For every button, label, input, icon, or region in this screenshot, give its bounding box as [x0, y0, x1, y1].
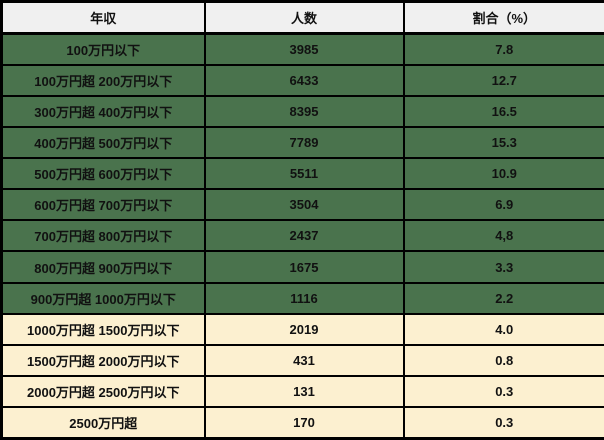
percent-cell: 16.5 [402, 94, 604, 128]
table-row: 800万円超 900万円以下 1675 3.3 [0, 250, 604, 284]
income-cell: 300万円超 400万円以下 [0, 94, 206, 128]
percent-cell: 4.0 [402, 312, 604, 346]
percent-cell: 15.3 [402, 125, 604, 160]
table-row: 900万円超 1000万円以下 1116 2.2 [0, 281, 604, 315]
table-header: 年収 人数 割合（%） [0, 0, 604, 35]
table-row: 2500万円超 170 0.3 [0, 406, 604, 440]
table-row: 100万円超 200万円以下 6433 12.7 [0, 63, 604, 97]
count-cell: 6433 [203, 63, 405, 97]
income-cell: 100万円超 200万円以下 [0, 63, 206, 97]
count-cell: 131 [203, 375, 405, 409]
table-row: 100万円以下 3985 7.8 [0, 32, 604, 66]
percent-cell: 7.8 [402, 32, 604, 66]
income-cell: 1500万円超 2000万円以下 [0, 343, 206, 378]
percent-cell: 4,8 [402, 219, 604, 253]
count-cell: 5511 [203, 157, 405, 191]
count-cell: 7789 [203, 125, 405, 160]
income-cell: 100万円以下 [0, 32, 206, 66]
count-cell: 170 [203, 406, 405, 440]
percent-cell: 2.2 [402, 281, 604, 315]
count-cell: 8395 [203, 94, 405, 128]
percent-cell: 3.3 [402, 250, 604, 284]
table-row: 1000万円超 1500万円以下 2019 4.0 [0, 312, 604, 346]
income-cell: 600万円超 700万円以下 [0, 188, 206, 222]
count-cell: 1116 [203, 281, 405, 315]
percent-cell: 6.9 [402, 188, 604, 222]
table-row: 1500万円超 2000万円以下 431 0.8 [0, 343, 604, 378]
table-body: 100万円以下 3985 7.8 100万円超 200万円以下 6433 12.… [0, 32, 604, 440]
count-cell: 3504 [203, 188, 405, 222]
count-cell: 431 [203, 343, 405, 378]
table-row: 400万円超 500万円以下 7789 15.3 [0, 125, 604, 160]
count-cell: 3985 [203, 32, 405, 66]
income-cell: 800万円超 900万円以下 [0, 250, 206, 284]
table-row: 2000万円超 2500万円以下 131 0.3 [0, 375, 604, 409]
header-income: 年収 [0, 0, 206, 35]
percent-cell: 0.3 [402, 375, 604, 409]
table-row: 300万円超 400万円以下 8395 16.5 [0, 94, 604, 128]
income-cell: 500万円超 600万円以下 [0, 157, 206, 191]
header-row: 年収 人数 割合（%） [0, 0, 604, 35]
count-cell: 1675 [203, 250, 405, 284]
header-percent: 割合（%） [402, 0, 604, 35]
income-cell: 2500万円超 [0, 406, 206, 440]
percent-cell: 12.7 [402, 63, 604, 97]
table-row: 600万円超 700万円以下 3504 6.9 [0, 188, 604, 222]
table-row: 700万円超 800万円以下 2437 4,8 [0, 219, 604, 253]
income-cell: 700万円超 800万円以下 [0, 219, 206, 253]
count-cell: 2019 [203, 312, 405, 346]
income-cell: 900万円超 1000万円以下 [0, 281, 206, 315]
income-cell: 2000万円超 2500万円以下 [0, 375, 206, 409]
count-cell: 2437 [203, 219, 405, 253]
header-count: 人数 [203, 0, 405, 35]
percent-cell: 0.3 [402, 406, 604, 440]
table-row: 500万円超 600万円以下 5511 10.9 [0, 157, 604, 191]
percent-cell: 10.9 [402, 157, 604, 191]
percent-cell: 0.8 [402, 343, 604, 378]
income-cell: 400万円超 500万円以下 [0, 125, 206, 160]
income-cell: 1000万円超 1500万円以下 [0, 312, 206, 346]
